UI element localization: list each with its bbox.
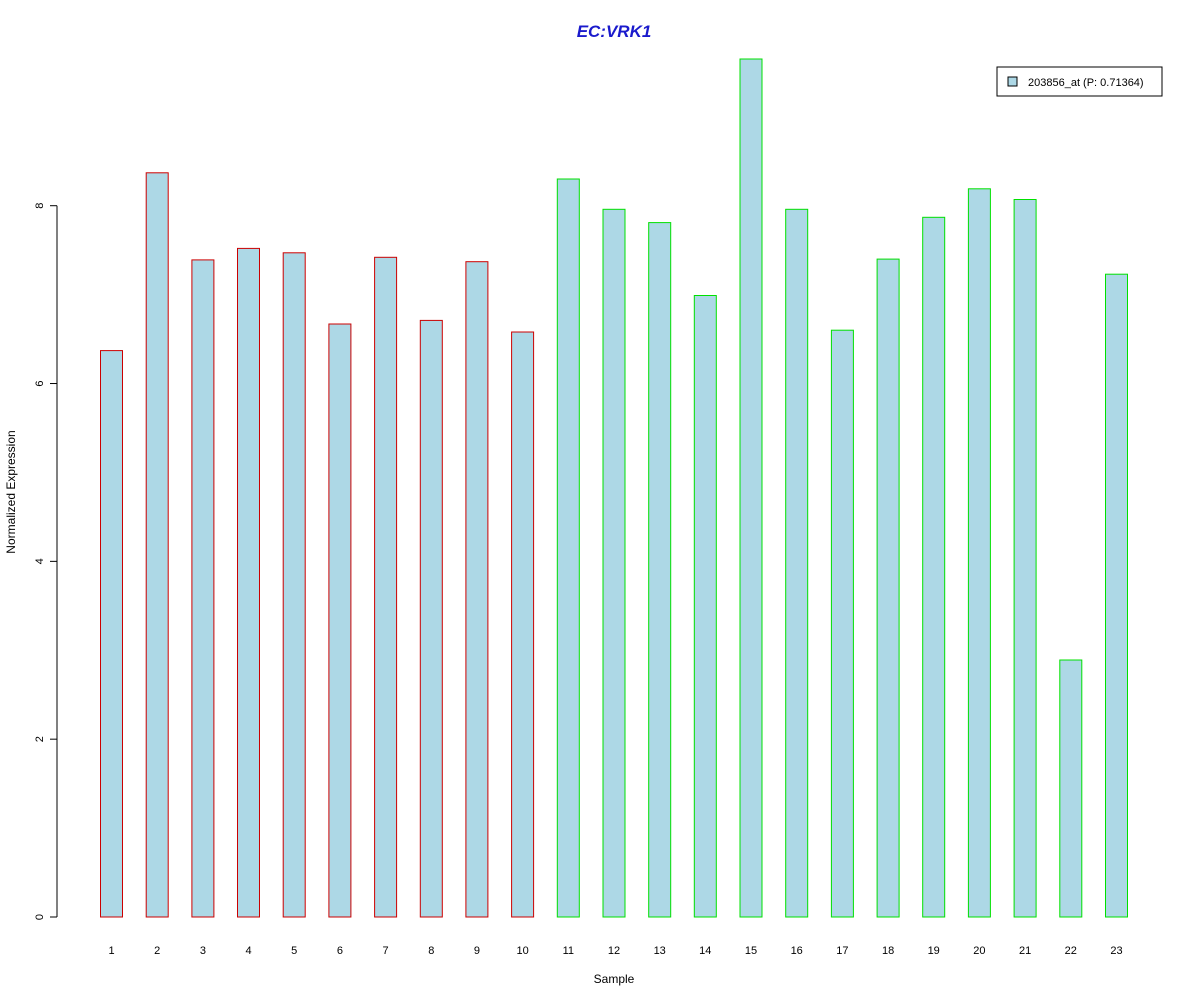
- x-tick-label: 15: [745, 945, 757, 957]
- x-tick-label: 5: [291, 945, 297, 957]
- x-tick-label: 12: [608, 945, 620, 957]
- bar: [374, 256, 398, 918]
- y-tick-label: 0: [34, 914, 46, 920]
- bar: [282, 252, 306, 918]
- bar: [1059, 659, 1083, 918]
- x-axis-label: Sample: [594, 972, 635, 986]
- bar: [465, 261, 489, 918]
- bar: [145, 172, 169, 918]
- y-axis: 0 2 4 6 8: [34, 203, 58, 920]
- x-tick-label: 10: [516, 945, 528, 957]
- legend-box: [996, 66, 1163, 97]
- y-tick-label: 8: [34, 203, 46, 209]
- bar: [419, 319, 443, 918]
- bar: [602, 208, 626, 918]
- x-tick-label: 14: [699, 945, 711, 957]
- x-tick-label: 3: [200, 945, 206, 957]
- x-tick-label: 8: [428, 945, 434, 957]
- legend: 203856_at (P: 0.71364): [996, 66, 1163, 97]
- x-tick-label: 19: [928, 945, 940, 957]
- bar: [967, 188, 991, 918]
- x-tick-label: 22: [1065, 945, 1077, 957]
- bar: [100, 350, 123, 918]
- x-tick-label: 17: [836, 945, 848, 957]
- bar: [1105, 273, 1128, 918]
- bar: [830, 329, 854, 918]
- bar: [785, 208, 809, 918]
- bar: [693, 295, 717, 918]
- legend-entry-label: 203856_at (P: 0.71364): [1028, 77, 1144, 89]
- bar: [922, 216, 946, 918]
- y-tick-label: 6: [34, 380, 46, 386]
- x-tick-label: 16: [791, 945, 803, 957]
- bar: [237, 247, 260, 918]
- chart-title: EC:VRK1: [577, 22, 652, 41]
- bar: [648, 222, 672, 918]
- x-tick-label: 4: [245, 945, 251, 957]
- bar: [1013, 199, 1037, 918]
- x-tick-label: 2: [154, 945, 160, 957]
- bar: [511, 331, 535, 918]
- x-tick-label: 11: [563, 945, 574, 957]
- x-tick-label: 23: [1110, 945, 1122, 957]
- y-tick-label: 4: [34, 558, 46, 564]
- x-tick-label: 18: [882, 945, 894, 957]
- x-tick-label: 13: [654, 945, 666, 957]
- x-tick-label: 6: [337, 945, 343, 957]
- x-tick-label: 20: [973, 945, 985, 957]
- y-axis-label: Normalized Expression: [4, 430, 18, 553]
- x-tick-label: 7: [383, 945, 389, 957]
- x-tick-label: 21: [1019, 945, 1031, 957]
- bar: [328, 323, 352, 918]
- x-tick-labels: 1 2 3 4 5 6 7 8 9 10 11 12 13 14 15 16 17 18 19 20 21 22 23: [108, 945, 1122, 957]
- legend-swatch: [1007, 76, 1018, 87]
- bars: [100, 58, 1128, 918]
- bar: [876, 258, 900, 918]
- bar: [556, 178, 580, 918]
- x-tick-label: 9: [474, 945, 480, 957]
- x-tick-label: 1: [108, 945, 114, 957]
- y-tick-label: 2: [34, 736, 46, 742]
- bar: [739, 58, 763, 918]
- bar: [191, 259, 215, 918]
